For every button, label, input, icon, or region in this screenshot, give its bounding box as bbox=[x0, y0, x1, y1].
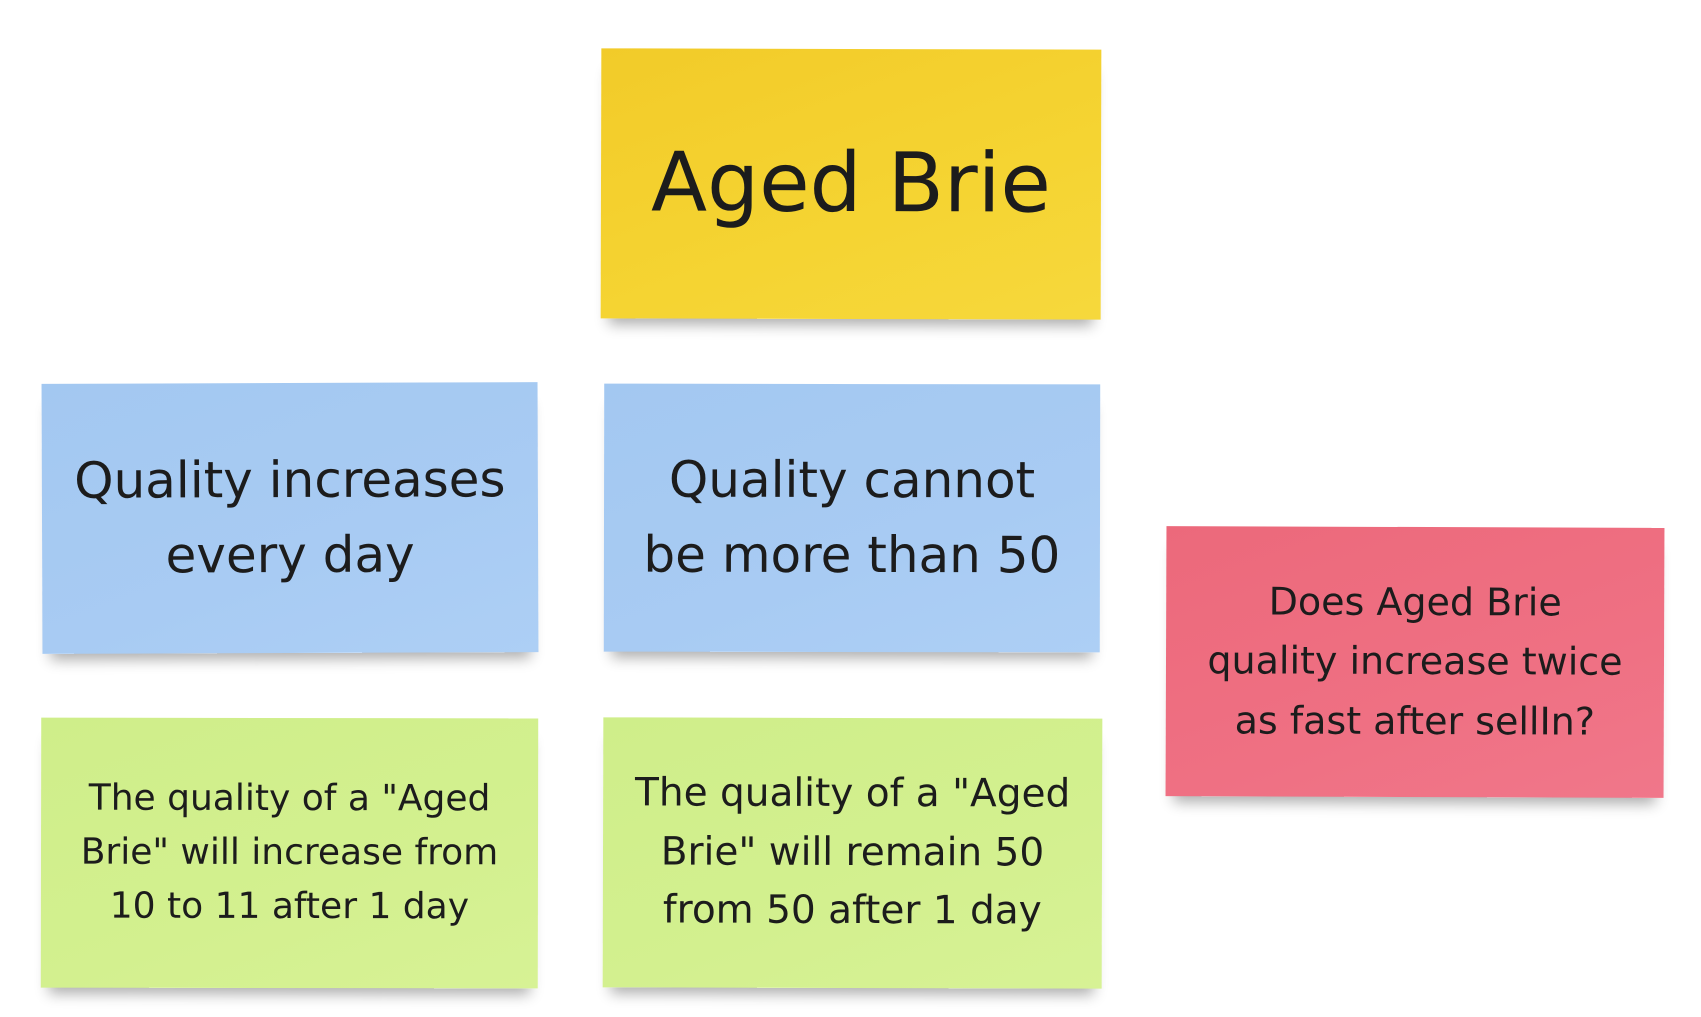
sticky-note-example-text: The quality of a "Aged Brie" will increa… bbox=[80, 777, 499, 928]
sticky-note-title[interactable]: Aged Brie bbox=[600, 48, 1102, 320]
sticky-note-rule-quality-increases[interactable]: Quality increases every day bbox=[41, 382, 539, 654]
sticky-note-rule-max-quality[interactable]: Quality cannot be more than 50 bbox=[603, 383, 1101, 653]
sticky-note-title-text: Aged Brie bbox=[650, 135, 1052, 232]
sticky-note-question[interactable]: Does Aged Brie quality increase twice as… bbox=[1165, 526, 1665, 798]
sticky-note-rule-text: Quality increases every day bbox=[74, 450, 506, 585]
sticky-note-example-increase[interactable]: The quality of a "Aged Brie" will increa… bbox=[40, 717, 539, 989]
sticky-note-rule-text: Quality cannot be more than 50 bbox=[643, 450, 1061, 585]
sticky-note-example-text: The quality of a "Aged Brie" will remain… bbox=[635, 770, 1071, 934]
sticky-note-question-text: Does Aged Brie quality increase twice as… bbox=[1207, 579, 1623, 744]
sticky-note-example-remain[interactable]: The quality of a "Aged Brie" will remain… bbox=[602, 717, 1103, 989]
